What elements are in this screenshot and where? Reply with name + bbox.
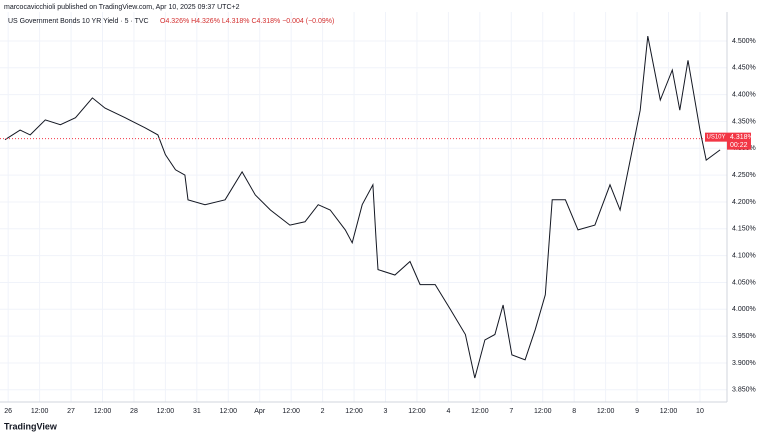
x-tick-label: 27 <box>67 408 75 415</box>
price-line <box>4 36 721 379</box>
y-tick-label: 3.900% <box>732 360 756 367</box>
x-tick-label: 8 <box>572 408 576 415</box>
y-tick-label: 4.200% <box>732 199 756 206</box>
ohlc: O4.326% H4.326% L4.318% C4.318% −0.004 (… <box>160 18 334 25</box>
x-tick-label: 12:00 <box>31 408 49 415</box>
symbol-tag <box>705 132 727 142</box>
x-tick-label: 28 <box>130 408 138 415</box>
x-tick-label: 12:00 <box>597 408 615 415</box>
y-tick-label: 4.400% <box>732 91 756 98</box>
y-tick-label: 4.000% <box>732 306 756 313</box>
x-tick-label: 10 <box>696 408 704 415</box>
x-tick-label: 26 <box>4 408 12 415</box>
x-tick-label: 12:00 <box>471 408 489 415</box>
chart-title: US Government Bonds 10 YR Yield · 5 · TV… <box>8 18 149 25</box>
price-tag-label: 4.318% <box>730 134 754 141</box>
x-tick-label: 12:00 <box>345 408 363 415</box>
price-tag <box>727 132 751 150</box>
y-tick-label: 3.950% <box>732 333 756 340</box>
x-tick-label: 7 <box>509 408 513 415</box>
x-tick-label: 12:00 <box>220 408 238 415</box>
y-tick-label: 4.450% <box>732 65 756 72</box>
x-tick-label: 12:00 <box>408 408 426 415</box>
x-tick-label: 12:00 <box>157 408 175 415</box>
publisher: marcocavicchioli published on TradingVie… <box>4 4 240 11</box>
y-tick-label: 4.250% <box>732 172 756 179</box>
x-tick-label: 12:00 <box>94 408 112 415</box>
x-tick-label: 3 <box>384 408 388 415</box>
x-tick-label: 2 <box>321 408 325 415</box>
symbol-label: US10Y <box>706 135 725 141</box>
x-tick-label: Apr <box>254 408 266 415</box>
y-tick-label: 3.850% <box>732 387 756 394</box>
y-tick-label: 4.500% <box>732 38 756 45</box>
y-tick-label: 4.350% <box>732 118 756 125</box>
x-tick-label: 31 <box>193 408 201 415</box>
y-tick-label: 4.100% <box>732 252 756 259</box>
countdown: 00:22 <box>730 142 748 149</box>
y-tick-label: 4.050% <box>732 279 756 286</box>
y-tick-label: 4.150% <box>732 226 756 233</box>
x-tick-label: 12:00 <box>282 408 300 415</box>
logo: TradingView <box>4 421 58 431</box>
x-tick-label: 9 <box>635 408 639 415</box>
x-tick-label: 4 <box>446 408 450 415</box>
x-tick-label: 12:00 <box>660 408 678 415</box>
x-tick-label: 12:00 <box>534 408 552 415</box>
